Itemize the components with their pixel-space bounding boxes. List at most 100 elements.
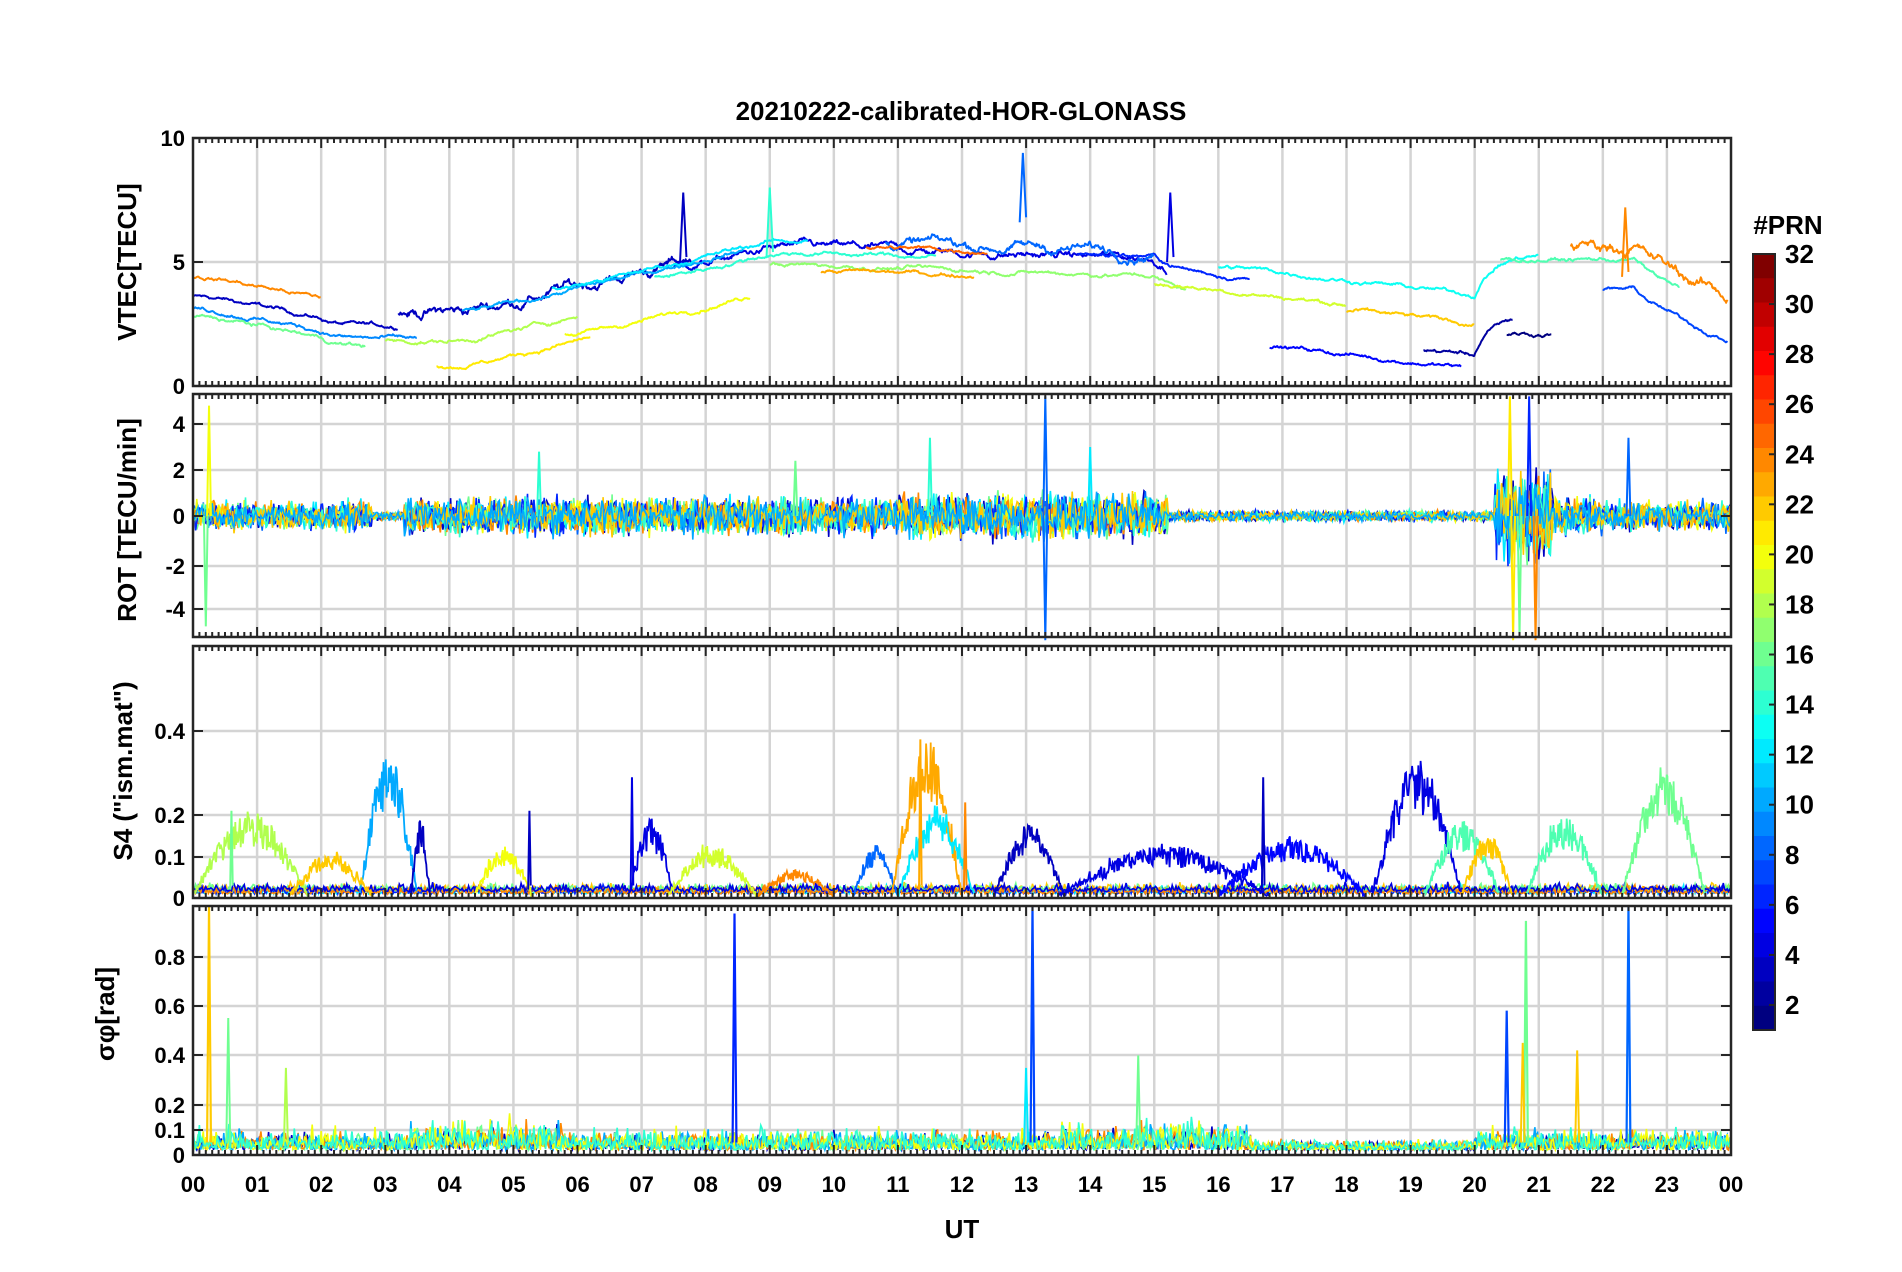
- x-tick-label: 00: [181, 1172, 205, 1197]
- rot-spike-prn-14: [536, 451, 542, 517]
- x-tick-label: 23: [1655, 1172, 1679, 1197]
- sigma-phi-panel: 00.10.2 0.4 0.6 0.8: [154, 904, 1733, 1168]
- colorbar-segment: [1753, 326, 1775, 352]
- rot-spike-prn-12: [1087, 446, 1094, 517]
- vtec-peak-prn-4: [1166, 192, 1175, 263]
- rot-series-prn-10: [192, 484, 1732, 564]
- colorbar-segment: [1753, 666, 1775, 692]
- sigma-peak-prn-16: [1522, 920, 1529, 1143]
- vtec-series-prn-5: [1269, 345, 1462, 368]
- x-tick-label: 21: [1527, 1172, 1551, 1197]
- s4-bump-prn-15: [1525, 818, 1603, 896]
- vtec-axis-label: VTEC[TECU]: [112, 183, 142, 340]
- rot-ytick-label: 2: [173, 458, 185, 483]
- colorbar-tick-label: 20: [1785, 539, 1814, 569]
- colorbar-tick-label: 12: [1785, 740, 1814, 770]
- sigma-peak-prn-6: [731, 913, 738, 1143]
- colorbar-tick-label: 4: [1785, 940, 1800, 970]
- sigma-spike-prn-16: [1135, 1055, 1142, 1143]
- s4-bump-prn-19: [666, 844, 757, 898]
- colorbar-segment: [1753, 448, 1775, 473]
- x-tick-label: 16: [1206, 1172, 1230, 1197]
- colorbar-tick-label: 32: [1785, 239, 1814, 269]
- rot-spike-prn-20: [206, 405, 212, 517]
- s4-bump-prn-12: [897, 805, 975, 899]
- colorbar-segment: [1753, 278, 1775, 304]
- vtec-series-prn-24: [192, 275, 321, 299]
- colorbar-tick-label: 10: [1785, 790, 1814, 820]
- vtec-ytick-label: 0: [173, 374, 185, 399]
- s4-bump-prn-20: [474, 846, 534, 898]
- colorbar-tick-label: 14: [1785, 690, 1814, 720]
- s4-spike-prn-4: [629, 777, 635, 890]
- colorbar-segment: [1753, 545, 1775, 570]
- x-tick-label: 22: [1591, 1172, 1615, 1197]
- rot-axes-box: [191, 392, 1733, 639]
- colorbar-segment: [1753, 399, 1775, 425]
- s4-bump-prn-22: [288, 851, 373, 897]
- vtec-series-prn-13: [1217, 253, 1539, 300]
- s4-bump-prn-3: [993, 822, 1065, 898]
- vtec-series-prn-3: [397, 255, 694, 322]
- rot-spike-prn-24: [1532, 515, 1539, 641]
- s4-bump-prn-3: [410, 820, 431, 898]
- colorbar-segment: [1753, 302, 1775, 328]
- colorbar-segment: [1753, 254, 1775, 279]
- colorbar-segment: [1753, 860, 1775, 886]
- rot-spike-prn-14: [927, 437, 933, 517]
- colorbar-segment: [1753, 981, 1775, 1007]
- sigma-phi-ytick-label: 0.1: [154, 1118, 185, 1143]
- vtec-series-prn-21: [436, 336, 591, 371]
- x-tick-label: 20: [1462, 1172, 1486, 1197]
- colorbar-tick-label: 2: [1785, 990, 1799, 1020]
- vtec-series-prn-16: [192, 313, 366, 348]
- vtec-peak-prn-24: [1621, 207, 1630, 277]
- sigma-series-prn-20: [192, 1113, 1732, 1153]
- vtec-series-prn-2: [1423, 318, 1513, 357]
- x-tick-label: 02: [309, 1172, 333, 1197]
- vtec-peak-prn-14: [765, 187, 774, 258]
- rot-ytick-label: 0: [173, 504, 185, 529]
- colorbar-segment: [1753, 811, 1775, 837]
- s4-spike-prn-16: [229, 810, 234, 890]
- colorbar-segment: [1753, 690, 1775, 716]
- vtec-series-prn-20: [564, 297, 751, 337]
- colorbar-tick-label: 6: [1785, 890, 1799, 920]
- s4-spike-prn-23: [918, 739, 923, 890]
- s4-bump-prn-10: [358, 759, 418, 898]
- vtec-peak-prn-8: [1018, 152, 1028, 223]
- x-tick-label: 09: [758, 1172, 782, 1197]
- colorbar-segment: [1753, 593, 1775, 619]
- x-tick-label: 17: [1270, 1172, 1294, 1197]
- s4-bump-prn-22: [1461, 838, 1513, 895]
- s4-spike-prn-3: [1260, 777, 1266, 890]
- x-tick-label: 08: [693, 1172, 717, 1197]
- colorbar-segment: [1753, 884, 1775, 910]
- rot-spike-prn-16: [202, 515, 209, 627]
- colorbar-segment: [1753, 763, 1775, 789]
- vtec-series-prn-3: [192, 294, 399, 331]
- vtec-series-prn-17: [769, 261, 1187, 291]
- x-tick-label: 19: [1398, 1172, 1422, 1197]
- colorbar-segment: [1753, 569, 1775, 595]
- vtec-series-prn-23: [820, 267, 975, 279]
- colorbar-segment: [1753, 520, 1775, 546]
- x-tick-label: 04: [437, 1172, 462, 1197]
- s4-bump-prn-8: [852, 845, 899, 899]
- s4-axis-label: S4 ("ism.mat"): [108, 681, 138, 860]
- x-tick-label: 18: [1334, 1172, 1358, 1197]
- sigma-spike-prn-22: [1574, 1050, 1581, 1143]
- sigma-phi-axis-label: σφ[rad]: [90, 967, 120, 1061]
- s4-ytick-label: 0.1: [154, 845, 185, 870]
- vtec-peak-prn-3: [679, 192, 688, 263]
- colorbar-frame: [1752, 253, 1776, 1031]
- x-tick-label: 14: [1078, 1172, 1103, 1197]
- s4-spike-prn-24: [962, 802, 968, 890]
- vtec-series-prn-25: [865, 245, 988, 255]
- s4-bump-prn-5: [1217, 836, 1367, 900]
- s4-bump-prn-4: [628, 817, 675, 897]
- vtec-series-prn-9: [192, 306, 418, 340]
- s4-bump-prn-16: [1621, 767, 1706, 898]
- rot-axis-label: ROT [TECU/min]: [112, 418, 142, 622]
